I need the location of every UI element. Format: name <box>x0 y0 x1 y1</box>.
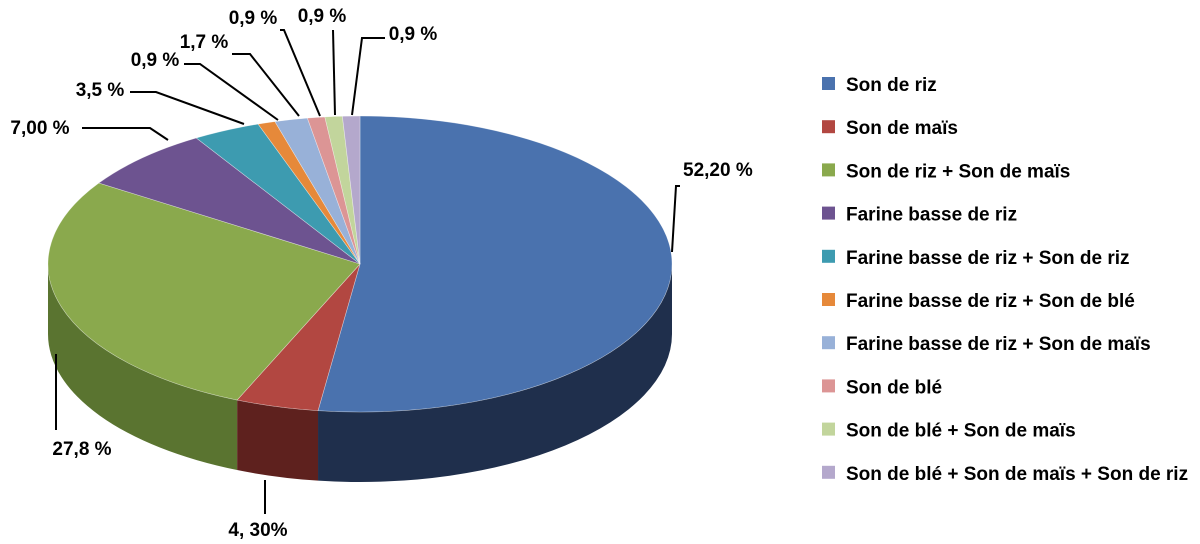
data-label-son-de-ble: 0,9 % <box>229 8 278 29</box>
data-label-farine-basse-de-riz-son-de-ble: 0,9 % <box>131 50 180 71</box>
slice-side-son-de-riz <box>318 264 672 482</box>
slice-farine-basse-de-riz <box>98 137 361 265</box>
data-label-son-de-riz: 52,20 % <box>683 160 753 181</box>
legend-item: Farine basse de riz + Son de riz <box>822 248 1130 269</box>
legend-label-farine-basse-de-riz: Farine basse de riz <box>846 205 1017 226</box>
leader-line-farine-basse-de-riz-son-de-ble <box>184 63 279 121</box>
slice-side-son-de-riz-son-de-mais <box>48 264 238 471</box>
legend-label-son-de-mais: Son de maïs <box>846 118 958 139</box>
legend-item: Farine basse de riz + Son de blé <box>822 291 1135 312</box>
legend-item: Farine basse de riz <box>822 205 1017 226</box>
legend-swatch-farine-basse-de-riz-son-de-riz <box>822 249 835 263</box>
legend-label-son-de-riz: Son de riz <box>846 75 937 96</box>
legend-label-son-de-ble: Son de blé <box>846 377 942 398</box>
legend-item: Son de riz + Son de maïs <box>822 161 1070 182</box>
slice-son-de-riz <box>317 115 673 413</box>
leader-line-son-de-riz <box>671 185 680 253</box>
data-label-son-de-ble-son-de-mais-son-de-riz: 0,9 % <box>389 24 438 45</box>
legend-swatch-son-de-mais <box>822 120 835 134</box>
data-label-son-de-mais: 4, 30% <box>228 520 287 541</box>
data-label-son-de-ble-son-de-mais: 0,9 % <box>298 6 347 27</box>
legend-label-son-de-ble-son-de-mais-son-de-riz: Son de blé + Son de maïs + Son de riz <box>846 464 1188 485</box>
data-labels: 52,20 %4, 30%27,8 %7,00 %3,5 %0,9 %1,7 %… <box>10 6 752 541</box>
legend-swatch-son-de-riz-son-de-mais <box>822 163 835 177</box>
legend-swatch-farine-basse-de-riz-son-de-ble <box>822 293 835 306</box>
legend-swatch-farine-basse-de-riz-son-de-mais <box>822 336 835 350</box>
leader-line-son-de-ble-son-de-mais-son-de-riz <box>351 37 385 116</box>
data-label-farine-basse-de-riz-son-de-riz: 3,5 % <box>76 80 125 101</box>
legend-swatch-son-de-ble-son-de-mais <box>822 422 835 436</box>
leader-line-farine-basse-de-riz-son-de-riz <box>130 91 245 125</box>
legend-item: Son de blé <box>822 377 942 398</box>
slice-side-son-de-mais <box>237 400 319 481</box>
slice-son-de-riz-son-de-mais <box>47 182 361 401</box>
legend-label-son-de-ble-son-de-mais: Son de blé + Son de maïs <box>846 421 1076 442</box>
legend-swatch-son-de-ble-son-de-mais-son-de-riz <box>822 465 835 479</box>
pie-slices <box>47 115 673 413</box>
data-label-farine-basse-de-riz: 7,00 % <box>10 118 69 139</box>
legend-swatch-son-de-ble <box>822 379 835 393</box>
legend-label-son-de-riz-son-de-mais: Son de riz + Son de maïs <box>846 161 1070 182</box>
slice-son-de-ble-son-de-mais-son-de-riz <box>342 115 361 265</box>
legend-item: Son de riz <box>822 75 937 96</box>
legend-swatch-farine-basse-de-riz <box>822 206 835 220</box>
legend: Son de riz Son de maïs Son de riz + Son de… <box>822 75 1188 485</box>
legend-swatch-son-de-riz <box>822 77 835 90</box>
leader-line-son-de-ble <box>280 29 321 117</box>
data-label-son-de-riz-son-de-mais: 27,8 % <box>52 439 111 460</box>
leader-lines <box>55 29 680 514</box>
pie-sides <box>48 264 672 482</box>
legend-label-farine-basse-de-riz-son-de-mais: Farine basse de riz + Son de maïs <box>846 334 1151 355</box>
leader-line-son-de-ble-son-de-mais <box>332 29 336 116</box>
legend-label-farine-basse-de-riz-son-de-ble: Farine basse de riz + Son de blé <box>846 291 1135 312</box>
data-label-farine-basse-de-riz-son-de-mais: 1,7 % <box>180 32 229 53</box>
leader-line-farine-basse-de-riz <box>82 127 169 141</box>
legend-item: Son de blé + Son de maïs <box>822 421 1076 442</box>
legend-item: Son de maïs <box>822 118 958 139</box>
legend-label-farine-basse-de-riz-son-de-riz: Farine basse de riz + Son de riz <box>846 248 1130 269</box>
legend-item: Farine basse de riz + Son de maïs <box>822 334 1151 355</box>
legend-item: Son de blé + Son de maïs + Son de riz <box>822 464 1188 485</box>
leader-line-farine-basse-de-riz-son-de-mais <box>232 53 300 117</box>
